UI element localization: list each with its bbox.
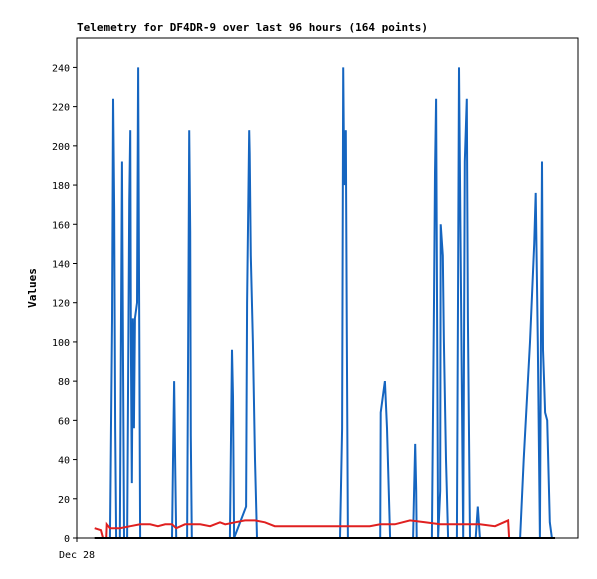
y-tick-label: 0 — [64, 534, 70, 545]
y-tick-label: 200 — [52, 142, 70, 153]
y-tick-label: 220 — [52, 103, 70, 114]
series-line — [108, 67, 553, 539]
x-tick-label: Dec 28 — [59, 550, 95, 561]
y-axis-label: Values — [26, 268, 39, 308]
y-tick-label: 20 — [58, 495, 70, 506]
y-tick-label: 100 — [52, 338, 70, 349]
y-tick-label: 180 — [52, 181, 70, 192]
y-tick-label: 60 — [58, 416, 70, 427]
series-line — [94, 518, 511, 539]
plot-frame — [76, 37, 579, 539]
y-tick-label: 120 — [52, 299, 70, 310]
y-tick-label: 240 — [52, 63, 70, 74]
y-tick-label: 40 — [58, 456, 70, 467]
y-tick-label: 140 — [52, 259, 70, 270]
y-tick-label: 80 — [58, 377, 70, 388]
chart-title: Telemetry for DF4DR-9 over last 96 hours… — [77, 21, 428, 34]
y-tick-label: 160 — [52, 220, 70, 231]
